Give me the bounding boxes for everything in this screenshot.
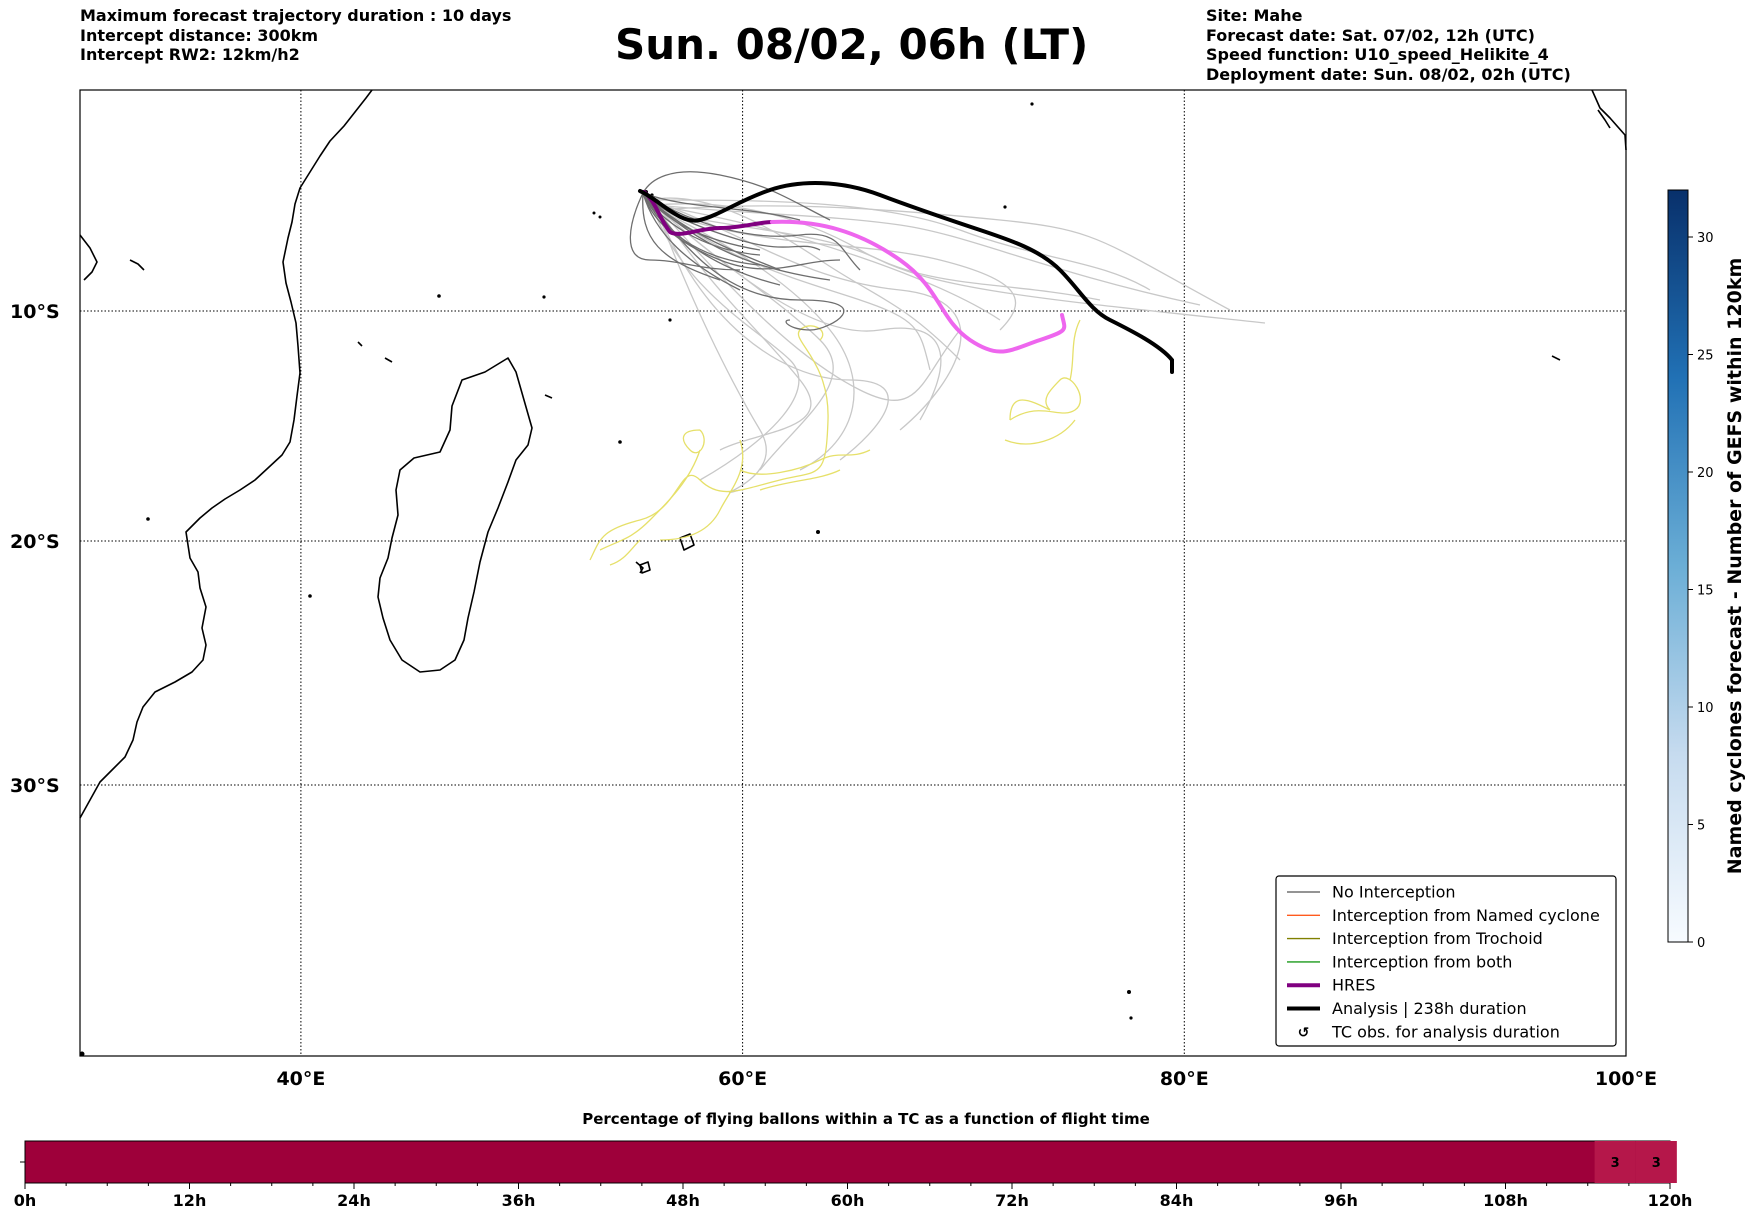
legend-box (1275, 875, 1617, 1047)
flight-time-bar (24, 1140, 1671, 1184)
analysis-trajectory (638, 181, 1174, 374)
coast-madagascar-north-islets (544, 394, 553, 399)
map-tick-labels: 40°E 60°E 80°E 100°E 10°S 20°S 30°S (10, 301, 1657, 1090)
bar-tick-label: 96h (1324, 1191, 1358, 1210)
bar-cell-label: 3 (1652, 1156, 1661, 1171)
coast-somalia-islets (129, 259, 145, 271)
coast-comoros (357, 341, 363, 347)
map-title: Sun. 08/02, 06h (LT) (615, 20, 1089, 69)
bar-cell-label: 3 (1611, 1156, 1620, 1171)
colorbar-label: Named cyclones forecast - Number of GEFS… (1724, 258, 1746, 875)
legend-label: Interception from Named cyclone (1332, 906, 1600, 925)
deployment-date-text: Deployment date: Sun. 08/02, 02h (UTC) (1206, 64, 1571, 84)
legend-label: Interception from Trochoid (1332, 929, 1543, 948)
legend-label: Interception from both (1332, 952, 1512, 971)
lat-tick-label: 30°S (10, 775, 60, 797)
hres-early (642, 190, 774, 236)
colorbar-tick-label: 15 (1697, 584, 1714, 599)
bar-ticks: 0h 12h 24h 36h 48h 60h 72h 84h 96h 108h 120h (14, 1183, 1693, 1210)
colorbar-ticks: 0 5 10 15 20 25 30 (1688, 231, 1714, 951)
bar-tick-label: 0h (14, 1191, 37, 1210)
legend-label: No Interception (1332, 883, 1456, 902)
forecast-date-text: Forecast date: Sat. 07/02, 12h (UTC) (1206, 25, 1535, 45)
coast-reunion-2 (679, 533, 695, 551)
colorbar (1667, 189, 1689, 943)
bar-tick-label: 108h (1483, 1191, 1528, 1210)
bar-tick-label: 12h (173, 1191, 207, 1210)
coast-africa (79, 89, 373, 819)
map-legend (1275, 875, 1617, 1047)
coast-cocos (1551, 355, 1561, 361)
colorbar-tick-label: 30 (1697, 231, 1714, 246)
speed-function-text: Speed function: U10_speed_Helikite_4 (1206, 45, 1549, 64)
lon-tick-label: 80°E (1160, 1068, 1209, 1090)
lon-tick-label: 100°E (1595, 1068, 1657, 1090)
bar-tick-label: 84h (1160, 1191, 1194, 1210)
bar-tick-label: 60h (831, 1191, 865, 1210)
coast-reunion (635, 561, 644, 574)
bar-tick-label: 48h (666, 1191, 700, 1210)
colorbar-tick-label: 25 (1697, 349, 1714, 364)
legend-label: HRES (1332, 976, 1375, 995)
bar-tick-label: 24h (337, 1191, 371, 1210)
bar-tick-label: 120h (1648, 1191, 1693, 1210)
lon-tick-label: 40°E (276, 1068, 325, 1090)
coast-comoros-2 (384, 357, 393, 363)
colorbar-tick-label: 20 (1697, 466, 1714, 481)
forecast-parameters: Maximum forecast trajectory duration : 1… (80, 6, 511, 65)
coast-sumatra-islet (1597, 109, 1611, 129)
hres-trajectory (642, 190, 1067, 354)
coastlines (79, 89, 1627, 819)
coast-madagascar (377, 357, 533, 673)
intercept-distance-text: Intercept distance: 300km (80, 25, 319, 45)
coast-africa-horn (79, 234, 98, 281)
lat-tick-label: 10°S (10, 301, 60, 323)
trajectory-duration-text: Maximum forecast trajectory duration : 1… (80, 6, 512, 25)
colorbar-tick-label: 0 (1697, 936, 1705, 951)
cyclone-symbol-icon: ↺ (1298, 1025, 1310, 1041)
legend-items: No Interception Interception from Named c… (1287, 883, 1600, 1041)
late-trajectory-segments (589, 319, 1081, 566)
bar-tick-label: 72h (995, 1191, 1029, 1210)
bottom-bar-title: Percentage of flying ballons within a TC… (582, 1110, 1150, 1128)
intercept-rw2-text: Intercept RW2: 12km/h2 (80, 45, 300, 64)
bar-highlight-cell (1635, 1141, 1677, 1183)
colorbar-tick-label: 5 (1697, 819, 1705, 834)
lat-tick-label: 20°S (10, 531, 60, 553)
coast-sumatra-tip (1591, 89, 1627, 151)
site-text: Site: Mahe (1206, 6, 1303, 25)
legend-label: TC obs. for analysis duration (1331, 1022, 1560, 1041)
hres-late (770, 219, 1067, 354)
lon-tick-label: 60°E (718, 1068, 767, 1090)
legend-label: Analysis | 238h duration (1332, 999, 1527, 1018)
colorbar-tick-label: 10 (1697, 701, 1714, 716)
bar-tick-label: 36h (502, 1191, 536, 1210)
site-info: Site: Mahe Forecast date: Sat. 07/02, 12… (1206, 6, 1571, 84)
bar-highlight-cell (1594, 1141, 1636, 1183)
map-gridlines (80, 90, 1626, 1056)
